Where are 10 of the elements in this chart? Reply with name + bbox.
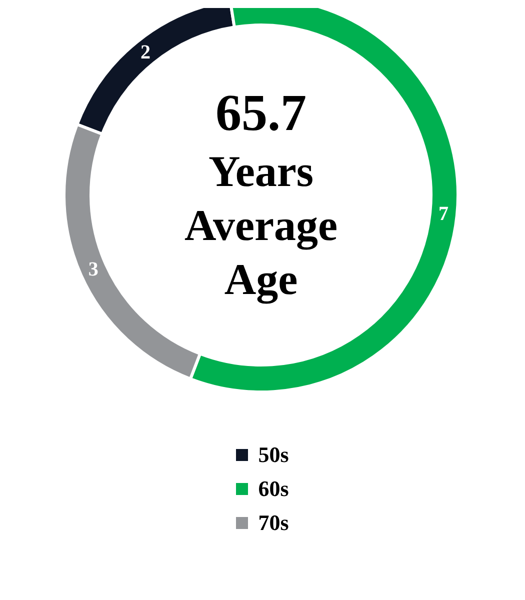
legend-label: 50s [258, 442, 289, 468]
text: Years [207, 146, 315, 198]
data-label: 2 [140, 41, 151, 64]
text: Average [183, 200, 339, 252]
data-label: 7 [438, 203, 448, 226]
text: Age [223, 254, 299, 306]
legend-label: 60s [258, 476, 289, 502]
text: 65.7 [214, 84, 308, 144]
legend-label: 70s [258, 510, 289, 536]
data-label: 3 [88, 258, 98, 281]
